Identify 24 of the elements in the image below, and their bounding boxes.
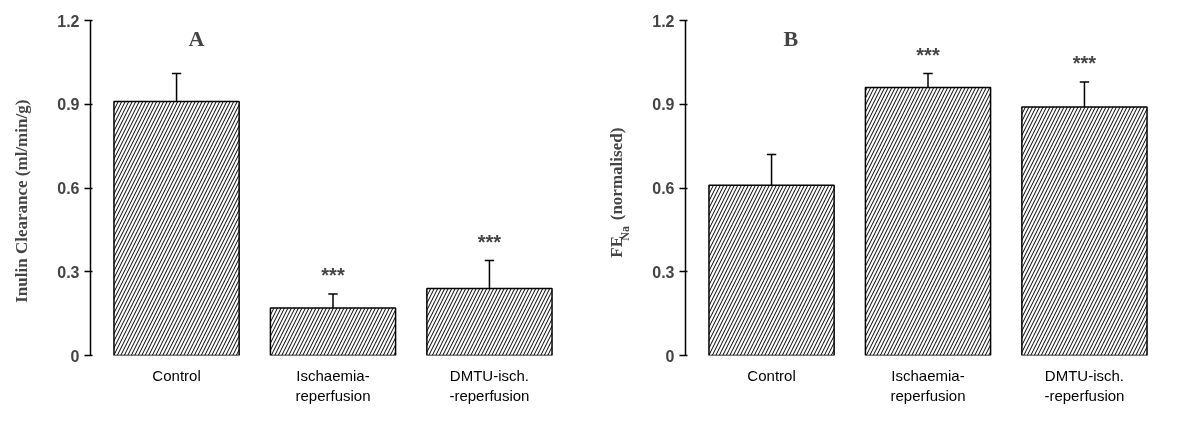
chart-title: A bbox=[188, 25, 205, 51]
y-axis-title: FENa (normalised) bbox=[606, 127, 632, 258]
annotation: *** bbox=[477, 230, 502, 253]
x-tick-label: Ischaemia- reperfusion bbox=[295, 366, 371, 404]
x-tick-label: DMTU-isch. -reperfusion bbox=[449, 366, 530, 404]
chart-title: B bbox=[783, 25, 799, 51]
y-tick-label: 0 bbox=[70, 347, 80, 365]
annotation: *** bbox=[1072, 51, 1097, 74]
x-tick-label: Ischaemia- reperfusion bbox=[890, 366, 966, 404]
y-tick-label: 0.3 bbox=[652, 263, 675, 281]
y-tick-label: 0.3 bbox=[57, 263, 80, 281]
y-tick-label: 0.9 bbox=[652, 96, 675, 114]
y-tick-label: 1.2 bbox=[652, 12, 675, 30]
x-tick-label: Control bbox=[747, 366, 796, 384]
y-axis-title: Inulin Clearance (ml/min/g) bbox=[11, 99, 31, 303]
y-tick-label: 0.6 bbox=[652, 180, 675, 197]
y-tick-label: 1.2 bbox=[57, 12, 80, 30]
x-tick-label: Control bbox=[152, 366, 201, 384]
y-tick-label: 0 bbox=[665, 347, 675, 365]
annotation: *** bbox=[321, 264, 345, 287]
annotation: *** bbox=[916, 43, 940, 66]
x-tick-label: DMTU-isch. -reperfusion bbox=[1044, 366, 1125, 404]
y-tick-label: 0.9 bbox=[57, 96, 80, 114]
y-tick-label: 0.6 bbox=[57, 180, 80, 197]
